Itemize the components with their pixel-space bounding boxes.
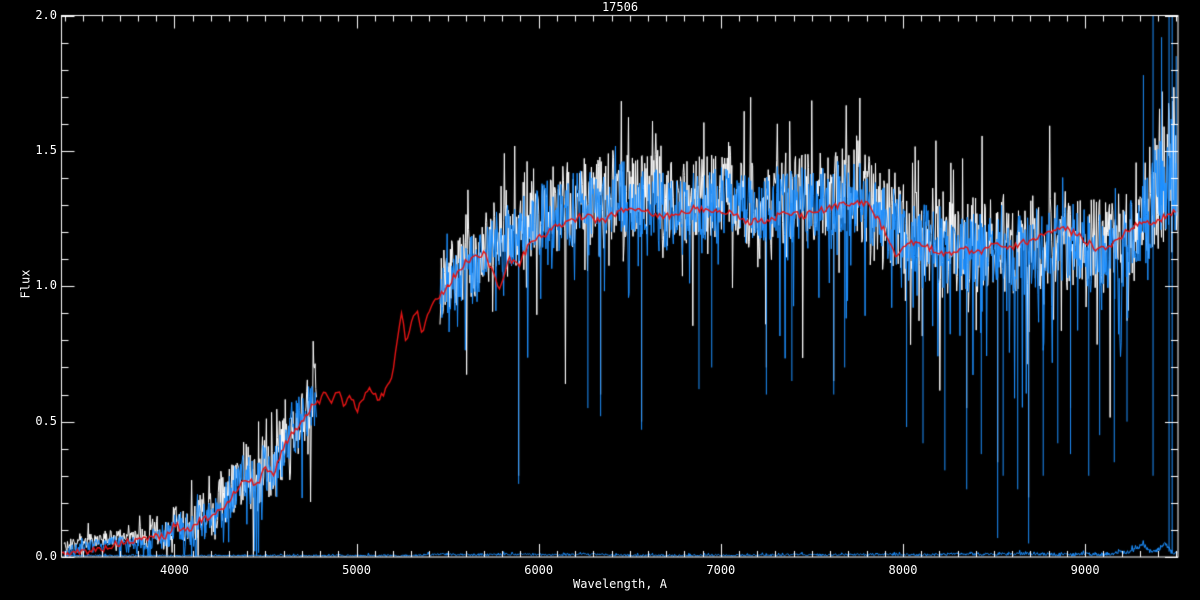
plot-title: 17506	[601, 0, 639, 14]
y-tick-label: 1.0	[35, 278, 57, 293]
x-tick-label: 5000	[342, 563, 371, 577]
x-tick-label: 9000	[1070, 563, 1100, 577]
y-tick-label: 0.0	[35, 549, 57, 563]
x-tick-label: 6000	[524, 563, 554, 577]
y-tick-label: 0.5	[35, 413, 57, 428]
x-tick-label: 4000	[159, 563, 189, 577]
y-tick-label: 2.0	[35, 7, 57, 22]
x-tick-label: 7000	[706, 563, 736, 577]
x-axis-label: Wavelength, A	[573, 577, 667, 591]
y-tick-label: 1.5	[35, 142, 57, 157]
x-tick-label: 8000	[888, 563, 918, 577]
